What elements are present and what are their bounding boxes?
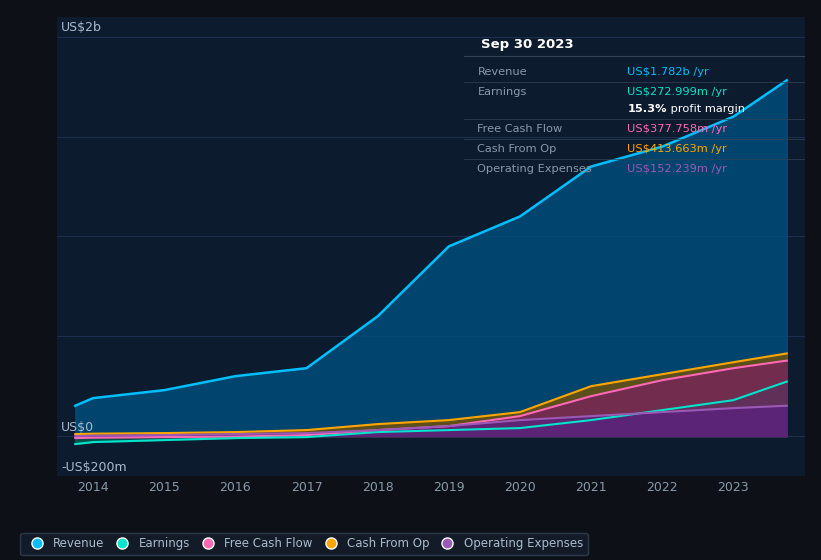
Text: US$413.663m /yr: US$413.663m /yr xyxy=(627,144,727,153)
Text: US$152.239m /yr: US$152.239m /yr xyxy=(627,164,727,174)
Text: Cash From Op: Cash From Op xyxy=(478,144,557,153)
Text: Revenue: Revenue xyxy=(478,67,527,77)
Text: 15.3%: 15.3% xyxy=(627,104,667,114)
Text: profit margin: profit margin xyxy=(667,104,745,114)
Legend: Revenue, Earnings, Free Cash Flow, Cash From Op, Operating Expenses: Revenue, Earnings, Free Cash Flow, Cash … xyxy=(21,533,588,555)
Text: -US$200m: -US$200m xyxy=(62,461,126,474)
Text: US$377.758m /yr: US$377.758m /yr xyxy=(627,124,727,134)
Text: Earnings: Earnings xyxy=(478,87,527,97)
Text: US$272.999m /yr: US$272.999m /yr xyxy=(627,87,727,97)
Text: US$2b: US$2b xyxy=(62,21,102,35)
Text: US$0: US$0 xyxy=(62,421,94,434)
Text: Operating Expenses: Operating Expenses xyxy=(478,164,592,174)
Text: Free Cash Flow: Free Cash Flow xyxy=(478,124,562,134)
Text: US$1.782b /yr: US$1.782b /yr xyxy=(627,67,709,77)
Text: Sep 30 2023: Sep 30 2023 xyxy=(481,38,574,51)
